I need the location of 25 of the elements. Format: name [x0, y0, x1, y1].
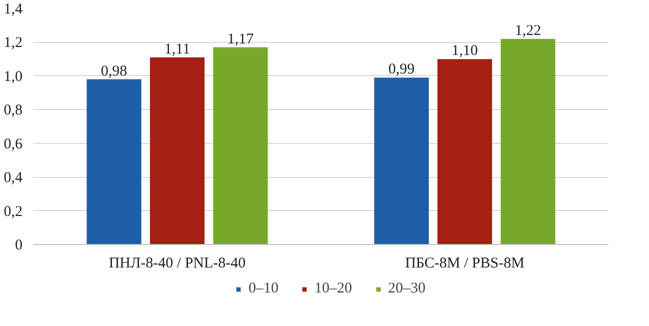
y-tick-label: 0,4 — [4, 170, 23, 186]
bar — [150, 57, 205, 244]
data-label: 0,98 — [100, 63, 128, 80]
data-label: 1,17 — [227, 31, 254, 48]
data-label: 1,10 — [452, 43, 478, 60]
bar — [437, 59, 492, 244]
data-label: 1,11 — [164, 41, 190, 58]
bar — [213, 47, 268, 244]
data-label: 1,22 — [514, 22, 542, 39]
y-tick-label: 1,2 — [4, 35, 22, 52]
legend-label: 20–30 — [388, 280, 426, 298]
y-tick-label: 0,6 — [4, 136, 23, 152]
y-tick-label: 0 — [15, 238, 22, 254]
bar — [374, 78, 429, 244]
legend-label: 0–10 — [248, 280, 278, 298]
y-tick-label: 0,8 — [4, 102, 22, 119]
x-tick-label: ПБС-8М / PBS-8M — [405, 256, 524, 272]
y-tick-label: 1,0 — [4, 68, 22, 85]
legend-label: 10–20 — [314, 280, 352, 298]
bar — [86, 79, 142, 244]
y-tick-label: 0,2 — [4, 204, 22, 220]
data-label: 0,99 — [388, 62, 415, 78]
y-tick-label: 1,4 — [4, 2, 23, 18]
bar — [500, 38, 556, 244]
x-tick-label: ПНЛ-8-40 / PNL-8-40 — [108, 256, 246, 272]
